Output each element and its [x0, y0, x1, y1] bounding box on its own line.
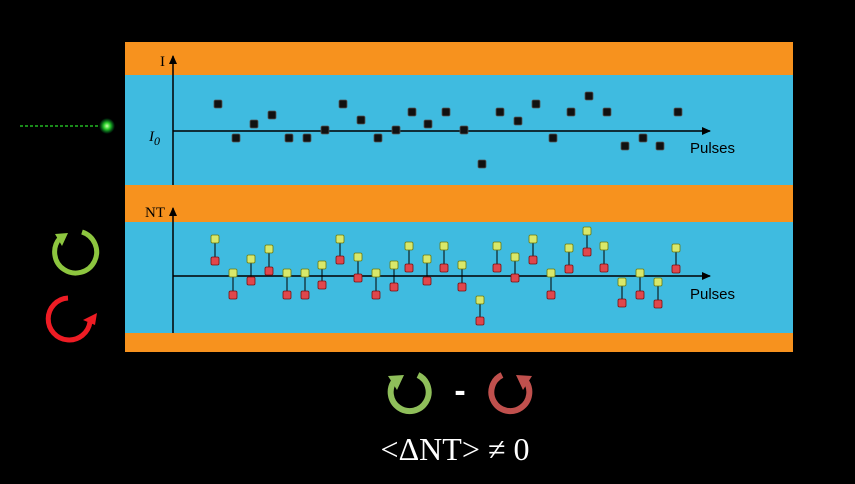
red-marker: [372, 291, 380, 299]
red-marker: [318, 281, 326, 289]
yellow-marker: [247, 255, 255, 263]
pulse-marker: [321, 126, 329, 134]
pulse-marker: [567, 108, 575, 116]
red-marker: [354, 274, 362, 282]
pulse-marker: [514, 117, 522, 125]
pulse-marker: [478, 160, 486, 168]
yellow-marker: [565, 244, 573, 252]
formula: <ΔNT> ≠ 0: [381, 431, 530, 467]
yellow-marker: [672, 244, 680, 252]
red-marker: [405, 264, 413, 272]
baseline-sub: 0: [154, 134, 160, 148]
yellow-marker: [405, 242, 413, 250]
red-marker: [423, 277, 431, 285]
red-marker: [336, 256, 344, 264]
red-marker: [229, 291, 237, 299]
red-marker: [529, 256, 537, 264]
red-marker: [265, 267, 273, 275]
pulse-marker: [268, 111, 276, 119]
yellow-marker: [211, 235, 219, 243]
pulse-marker: [339, 100, 347, 108]
pulse-marker: [674, 108, 682, 116]
pulse-marker: [303, 134, 311, 142]
pulse-marker: [603, 108, 611, 116]
red-marker: [636, 291, 644, 299]
pulse-marker: [285, 134, 293, 142]
red-marker: [493, 264, 501, 272]
pulse-marker: [621, 142, 629, 150]
yellow-marker: [423, 255, 431, 263]
red-marker: [476, 317, 484, 325]
pulse-marker: [374, 134, 382, 142]
pulse-marker: [214, 100, 222, 108]
red-marker: [283, 291, 291, 299]
red-marker: [600, 264, 608, 272]
yellow-marker: [301, 269, 309, 277]
x-label: Pulses: [690, 140, 735, 157]
red-marker: [672, 265, 680, 273]
pulse-marker: [549, 134, 557, 142]
yellow-marker: [372, 269, 380, 277]
y-label: I: [160, 54, 165, 70]
pulse-marker: [392, 126, 400, 134]
red-marker: [583, 248, 591, 256]
red-marker: [247, 277, 255, 285]
top-band: [125, 75, 793, 185]
bottom-band: [125, 222, 793, 333]
minus: -: [454, 372, 465, 410]
slide: I I0 Pulses NT Pulses - <ΔNT> ≠ 0: [0, 0, 855, 484]
red-marker: [458, 283, 466, 291]
yellow-marker: [336, 235, 344, 243]
y-label: NT: [145, 205, 165, 221]
yellow-marker: [654, 278, 662, 286]
pulse-marker: [442, 108, 450, 116]
laser-spot: [99, 118, 115, 134]
pulse-marker: [656, 142, 664, 150]
yellow-marker: [636, 269, 644, 277]
red-marker: [565, 265, 573, 273]
pulse-marker: [532, 100, 540, 108]
red-marker: [511, 274, 519, 282]
yellow-marker: [476, 296, 484, 304]
yellow-marker: [529, 235, 537, 243]
yellow-marker: [547, 269, 555, 277]
pulse-marker: [232, 134, 240, 142]
yellow-marker: [390, 261, 398, 269]
pulse-marker: [250, 120, 258, 128]
pulse-marker: [460, 126, 468, 134]
yellow-marker: [583, 227, 591, 235]
x-label: Pulses: [690, 286, 735, 303]
red-marker: [390, 283, 398, 291]
pulse-marker: [424, 120, 432, 128]
pulse-marker: [639, 134, 647, 142]
yellow-marker: [511, 253, 519, 261]
yellow-marker: [618, 278, 626, 286]
red-marker: [301, 291, 309, 299]
pulse-marker: [585, 92, 593, 100]
red-marker: [654, 300, 662, 308]
red-marker: [547, 291, 555, 299]
red-marker: [440, 264, 448, 272]
yellow-marker: [354, 253, 362, 261]
yellow-marker: [318, 261, 326, 269]
red-marker: [618, 299, 626, 307]
pulse-marker: [408, 108, 416, 116]
yellow-marker: [440, 242, 448, 250]
yellow-marker: [229, 269, 237, 277]
pulse-marker: [496, 108, 504, 116]
red-marker: [211, 257, 219, 265]
pulse-marker: [357, 116, 365, 124]
yellow-marker: [283, 269, 291, 277]
yellow-marker: [600, 242, 608, 250]
yellow-marker: [493, 242, 501, 250]
yellow-marker: [458, 261, 466, 269]
yellow-marker: [265, 245, 273, 253]
